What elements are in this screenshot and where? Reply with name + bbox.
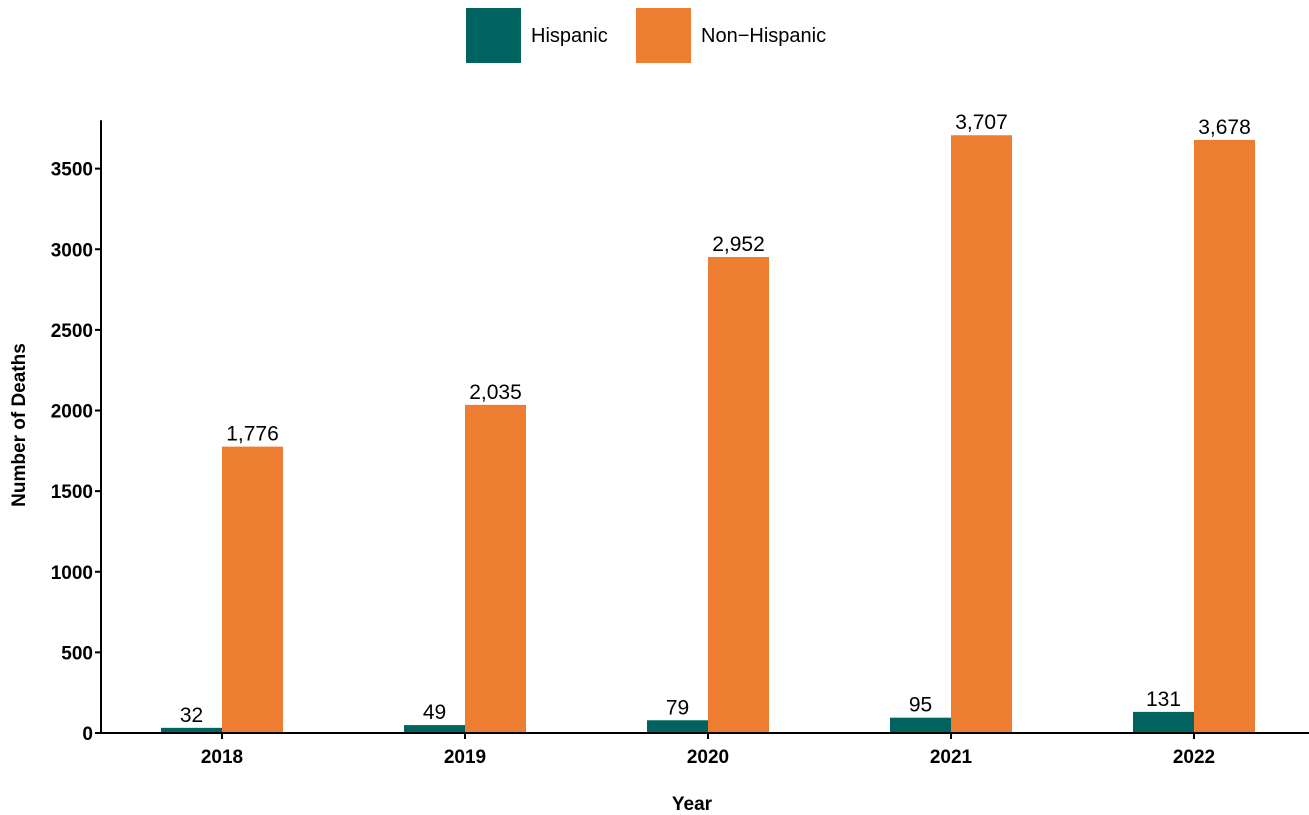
data-label: 1,776 [226, 423, 279, 446]
x-tick-label: 2022 [1173, 747, 1215, 768]
legend-swatch [466, 8, 521, 63]
y-tick-label: 0 [82, 724, 93, 745]
data-label: 49 [423, 701, 446, 724]
x-tick-label: 2018 [201, 747, 243, 768]
bar [647, 720, 708, 733]
y-tick-label: 2000 [51, 402, 93, 423]
y-axis-title: Number of Deaths [9, 343, 30, 507]
legend-label: Hispanic [531, 25, 608, 47]
bar [1194, 139, 1255, 734]
legend-item: Non−Hispanic [636, 8, 826, 63]
x-tick-label: 2019 [444, 747, 486, 768]
x-tick-label: 2020 [687, 747, 729, 768]
data-label: 3,707 [955, 111, 1008, 134]
legend-item: Hispanic [466, 8, 608, 63]
data-label: 95 [909, 694, 932, 717]
y-tick-label: 500 [61, 643, 93, 664]
data-label: 131 [1146, 688, 1181, 711]
bar [161, 727, 222, 733]
x-axis: 2018 2019 2020 2021 2022 [101, 732, 1309, 768]
bar [404, 725, 465, 733]
bar [951, 135, 1012, 734]
y-tick-label: 3000 [51, 240, 93, 261]
legend-label: Non−Hispanic [701, 25, 826, 47]
legend: Hispanic Non−Hispanic [466, 8, 826, 63]
y-tick-label: 2500 [51, 321, 93, 342]
bar [222, 446, 283, 733]
data-labels: 32 49 79 95 131 1,776 2,035 2,952 3,707 3,678 [180, 111, 1251, 727]
x-axis-title: Year [672, 794, 713, 815]
data-label: 79 [666, 696, 689, 719]
bars [161, 135, 1255, 734]
bar [465, 404, 526, 733]
y-tick-label: 1000 [51, 563, 93, 584]
x-tick-label: 2021 [930, 747, 973, 768]
data-label: 2,035 [469, 381, 522, 404]
bar [708, 256, 769, 733]
data-label: 2,952 [712, 233, 765, 256]
bar [1133, 711, 1194, 733]
y-tick-label: 3500 [51, 160, 93, 181]
data-label: 32 [180, 704, 203, 727]
bar [890, 717, 951, 733]
data-label: 3,678 [1198, 116, 1251, 139]
legend-swatch [636, 8, 691, 63]
y-tick-label: 1500 [51, 482, 93, 503]
y-axis: 0 500 1000 1500 2000 2500 3000 3500 [51, 120, 102, 745]
